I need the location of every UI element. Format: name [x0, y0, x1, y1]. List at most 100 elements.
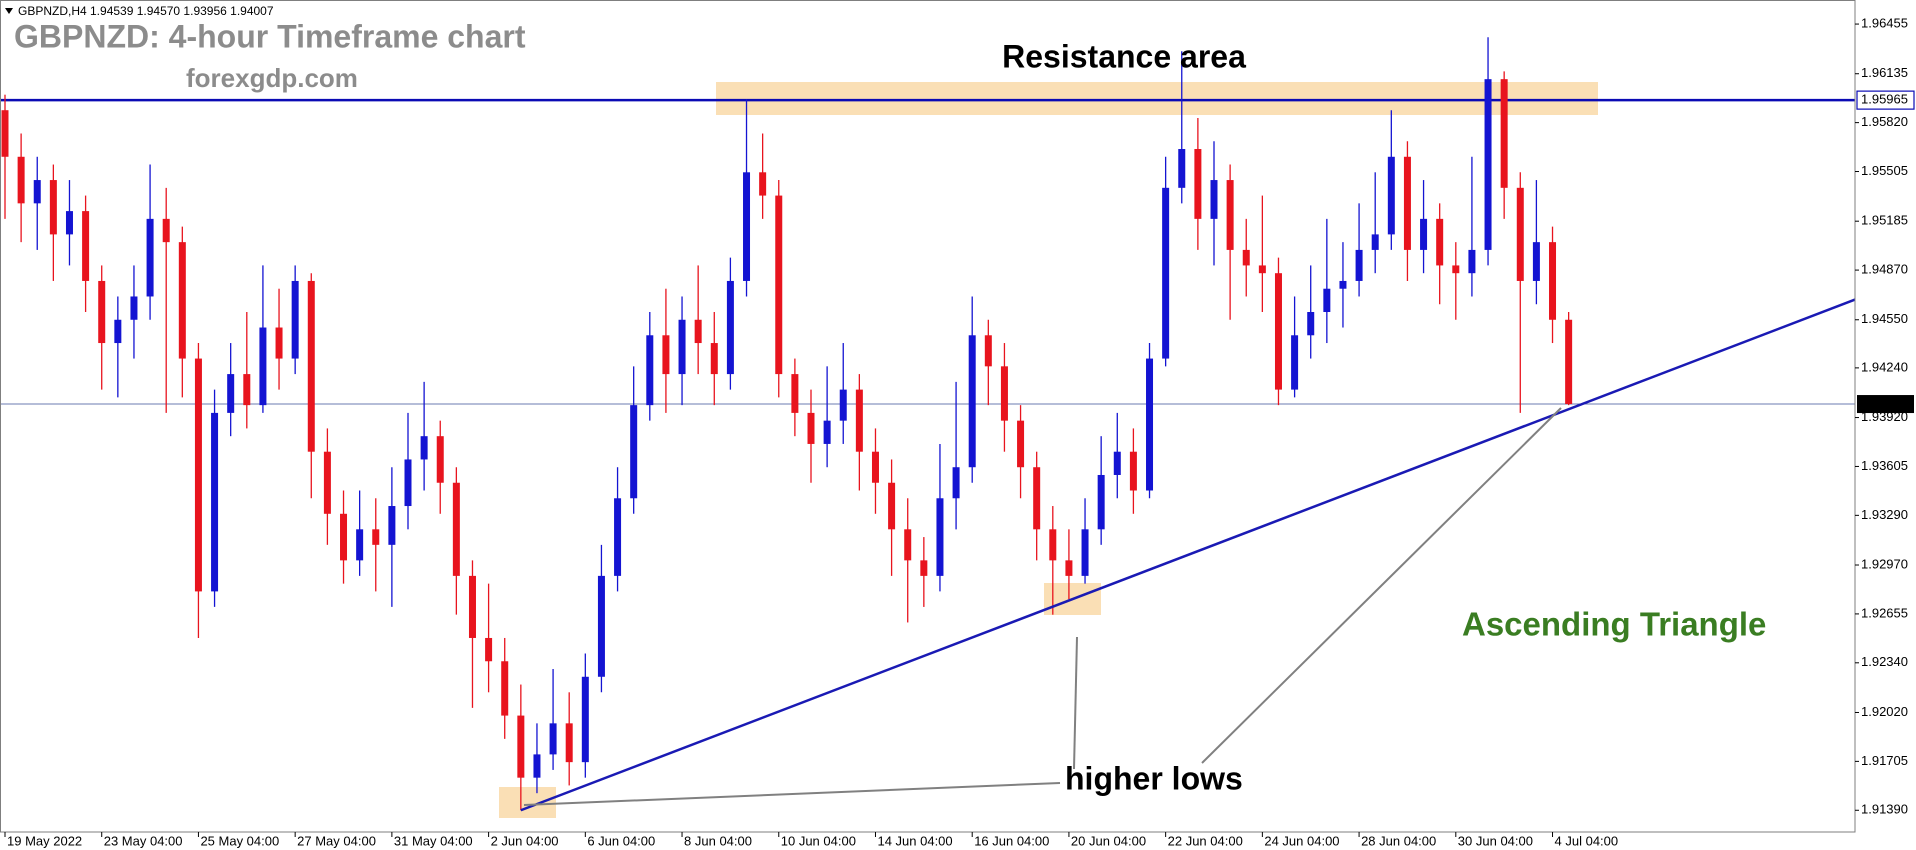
candle-body — [1516, 187, 1524, 281]
candle-body — [517, 715, 525, 778]
resistance-label: 1.95965 — [1861, 92, 1908, 107]
candle-body — [1274, 273, 1282, 390]
x-tick-label: 27 May 04:00 — [297, 833, 376, 848]
x-tick-label: 6 Jun 04:00 — [587, 833, 655, 848]
candle-body — [1, 110, 9, 157]
x-tick-label: 25 May 04:00 — [200, 833, 279, 848]
y-tick-label: 1.96455 — [1861, 15, 1908, 30]
candle-body — [1226, 180, 1234, 250]
y-tick-label: 1.91390 — [1861, 802, 1908, 817]
candle-body — [710, 343, 718, 375]
x-tick-label: 31 May 04:00 — [394, 833, 473, 848]
candle-body — [1194, 149, 1202, 219]
candle-body — [130, 296, 138, 320]
resistance-label-box — [1856, 90, 1915, 110]
candle-body — [1000, 366, 1008, 421]
candle-body — [855, 389, 863, 452]
x-tick-label: 8 Jun 04:00 — [684, 833, 752, 848]
candle-body — [549, 723, 557, 755]
candle-body — [485, 637, 493, 662]
x-tick-label: 19 May 2022 — [7, 833, 82, 848]
candle-body — [1307, 312, 1315, 336]
candle-body — [114, 319, 122, 344]
trendline — [520, 298, 1856, 812]
candle-body — [211, 412, 219, 592]
candle-body — [501, 661, 509, 716]
candle-body — [17, 156, 25, 204]
candle-body — [1387, 156, 1395, 235]
y-tick-label: 1.95505 — [1861, 163, 1908, 178]
candle-body — [1081, 529, 1089, 576]
candle-body — [597, 575, 605, 677]
y-tick-label: 1.92970 — [1861, 556, 1908, 571]
candle-body — [162, 218, 170, 243]
candle-body — [82, 211, 90, 281]
candle-body — [307, 280, 315, 452]
y-tick-label: 1.95820 — [1861, 114, 1908, 129]
candle-body — [678, 319, 686, 375]
candle-body — [1162, 187, 1170, 359]
candle-body — [1532, 242, 1540, 281]
candle-body — [726, 280, 734, 375]
y-tick-label: 1.92655 — [1861, 605, 1908, 620]
x-tick-label: 4 Jul 04:00 — [1555, 833, 1619, 848]
menu-icon — [5, 8, 13, 14]
candle-body — [630, 405, 638, 499]
candle-body — [871, 451, 879, 483]
y-tick-label: 1.95185 — [1861, 213, 1908, 228]
candle-body — [1355, 249, 1363, 281]
chart-title: GBPNZD: 4-hour Timeframe chart — [14, 18, 526, 54]
candle-body — [98, 280, 106, 344]
candle-body — [775, 195, 783, 375]
y-tick-label: 1.92340 — [1861, 654, 1908, 669]
candle-body — [1242, 249, 1250, 266]
candle-body — [65, 211, 73, 235]
pointer-line — [523, 782, 1061, 806]
x-tick-label: 28 Jun 04:00 — [1361, 833, 1436, 848]
low-highlight — [499, 787, 556, 818]
y-tick-label: 1.94870 — [1861, 262, 1908, 277]
candle-body — [791, 374, 799, 413]
candle-body — [452, 482, 460, 576]
candle-body — [146, 218, 154, 297]
annotations: GBPNZD,H4 1.94539 1.94570 1.93956 1.9400… — [5, 4, 1766, 806]
candle-body — [275, 327, 283, 359]
x-tick-label: 24 Jun 04:00 — [1264, 833, 1339, 848]
candle-body — [614, 498, 622, 576]
candle-body — [243, 374, 251, 406]
candle-body — [646, 335, 654, 406]
candle-body — [1403, 156, 1411, 250]
candle-body — [759, 172, 767, 196]
candle-body — [1065, 560, 1073, 576]
candle-body — [1146, 358, 1154, 491]
candle-body — [839, 389, 847, 421]
candle-body — [259, 327, 267, 406]
candle-body — [823, 420, 831, 444]
candle-body — [33, 180, 41, 204]
x-tick-label: 23 May 04:00 — [104, 833, 183, 848]
candle-body — [662, 335, 670, 375]
candle-body — [468, 575, 476, 638]
candle-body — [968, 335, 976, 468]
candle-body — [1339, 280, 1347, 289]
pointer-line — [1201, 407, 1562, 764]
candle-body — [340, 513, 348, 561]
candle-body — [565, 723, 573, 763]
y-tick-label: 1.94550 — [1861, 311, 1908, 326]
symbol-info: GBPNZD,H4 1.94539 1.94570 1.93956 1.9400… — [18, 4, 274, 18]
candle-body — [1017, 420, 1025, 468]
candle-body — [1420, 218, 1428, 250]
plot-area — [0, 37, 1856, 812]
last-price-box — [1857, 395, 1914, 414]
candle-body — [1500, 79, 1508, 188]
candle-body — [372, 529, 380, 545]
y-tick-label: 1.93605 — [1861, 458, 1908, 473]
candle-body — [1258, 265, 1266, 274]
candle-body — [1291, 335, 1299, 390]
y-tick-label: 1.93290 — [1861, 507, 1908, 522]
annotation: higher lows — [1065, 760, 1243, 796]
candle-body — [904, 529, 912, 561]
candle-body — [1113, 451, 1121, 475]
candle-body — [420, 436, 428, 460]
candle-body — [888, 482, 896, 530]
